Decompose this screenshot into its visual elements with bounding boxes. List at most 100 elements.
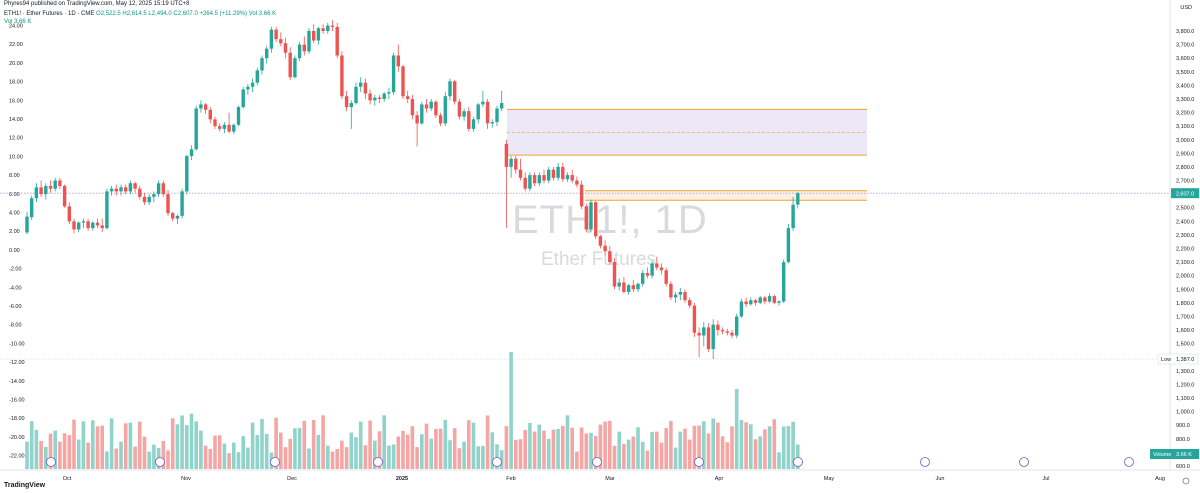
left-axis-tick: -12.00 <box>9 360 25 366</box>
left-axis-tick: -14.00 <box>9 379 25 385</box>
volume-bar <box>537 424 542 469</box>
volume-bar <box>354 437 358 469</box>
event-marker-icon <box>270 457 280 467</box>
volume-bar <box>67 435 72 469</box>
candle-body <box>25 216 29 233</box>
left-axis-tick: -4.00 <box>9 285 22 291</box>
candle-body <box>100 225 104 229</box>
usd-label: USD <box>1180 5 1192 11</box>
candle-body <box>457 101 462 117</box>
volume-bar <box>387 445 391 469</box>
volume-bar <box>655 431 659 469</box>
candle-body <box>218 126 222 129</box>
candle-body <box>77 222 81 230</box>
left-axis-tick: -8.00 <box>9 323 22 329</box>
volume-bar <box>142 436 147 469</box>
volume-bar <box>749 424 753 469</box>
left-axis-tick: -18.00 <box>9 416 25 422</box>
volume-bar <box>147 451 151 469</box>
candle-body <box>312 31 316 41</box>
right-axis-tick: 1,300.0 <box>1176 369 1194 375</box>
candle-body <box>175 215 180 219</box>
left-axis-tick: 10.00 <box>9 154 23 160</box>
volume-bar <box>62 433 67 469</box>
candle-body <box>636 283 640 290</box>
candle-body <box>556 166 560 178</box>
candle-body <box>142 196 147 203</box>
symbol-legend: ETH1! · Ether Futures · 1D · CME O2,522.… <box>4 11 276 17</box>
right-axis-tick: 3,000.0 <box>1176 138 1194 144</box>
candle-body <box>608 251 612 263</box>
event-marker-icon <box>1019 457 1029 467</box>
candle-body <box>777 301 781 303</box>
volume-bar <box>44 446 48 469</box>
volume-bar <box>744 422 748 469</box>
candle-body <box>340 55 344 97</box>
candle-body <box>453 81 457 102</box>
volume-bar <box>227 453 231 469</box>
last-price-value: 2,607.0 <box>1176 192 1194 198</box>
volume-bar <box>316 434 321 469</box>
time-axis-tick: Jun <box>936 476 945 482</box>
candle-body <box>716 324 720 331</box>
candle-body <box>344 96 349 108</box>
left-axis-tick: 14.00 <box>9 117 23 123</box>
volume-bar <box>250 422 255 469</box>
volume-bar <box>368 420 372 469</box>
candle-body <box>532 175 537 184</box>
tradingview-logo: TradingView <box>4 482 46 489</box>
volume-bar <box>734 389 739 469</box>
volume-bar <box>551 429 556 469</box>
event-marker-icon <box>46 457 56 467</box>
volume-bar <box>81 421 86 469</box>
candle-body <box>542 175 546 181</box>
candle-body <box>359 82 363 87</box>
candle-body <box>735 316 739 336</box>
volume-bar <box>612 445 617 469</box>
volume-inline: Vol 3.66 K <box>248 11 277 17</box>
candle-body <box>528 175 532 189</box>
candle-body <box>232 124 236 132</box>
volume-bar <box>791 421 795 469</box>
volume-bar <box>758 436 762 469</box>
volume-bar <box>119 441 123 469</box>
candle-body <box>504 143 509 167</box>
volume-bar <box>76 439 81 469</box>
right-axis-tick: 1,900.0 <box>1176 287 1194 293</box>
candle-body <box>119 187 123 192</box>
symbol-name[interactable]: ETH1! · Ether Futures · 1D · CME <box>4 11 95 17</box>
candle-body <box>471 119 476 129</box>
left-axis-tick: -6.00 <box>9 304 22 310</box>
candle-body <box>711 324 715 350</box>
volume-bar <box>415 447 419 469</box>
volume-bar <box>542 430 546 469</box>
gap-zone <box>585 190 867 201</box>
candle-body <box>349 103 353 108</box>
candle-body <box>53 180 57 189</box>
volume-bar <box>246 447 250 469</box>
event-marker-icon <box>694 457 704 467</box>
volume-tag-label: Volume <box>1153 452 1171 458</box>
volume-bar <box>297 427 302 469</box>
volume-bar <box>189 413 194 469</box>
candle-body <box>749 300 753 305</box>
watermark-description: Ether Futures <box>541 249 657 270</box>
candle-body <box>279 39 283 44</box>
candle-body <box>443 96 447 124</box>
volume-bar <box>702 421 706 469</box>
candle-body <box>697 332 701 336</box>
right-axis-tick: 1,600.0 <box>1176 328 1194 334</box>
candle-body <box>377 97 382 99</box>
candle-body <box>180 191 184 216</box>
candle-body <box>34 187 39 199</box>
candle-body <box>500 103 504 109</box>
right-axis-tick: 800.0 <box>1176 437 1190 443</box>
candle-body <box>744 301 748 305</box>
candle-body <box>683 292 687 301</box>
right-axis-tick: 3,800.0 <box>1176 29 1194 35</box>
low-tag-box <box>1157 353 1199 365</box>
candle-body <box>297 44 302 59</box>
volume-bar <box>589 432 593 469</box>
volume-bar <box>194 421 198 469</box>
